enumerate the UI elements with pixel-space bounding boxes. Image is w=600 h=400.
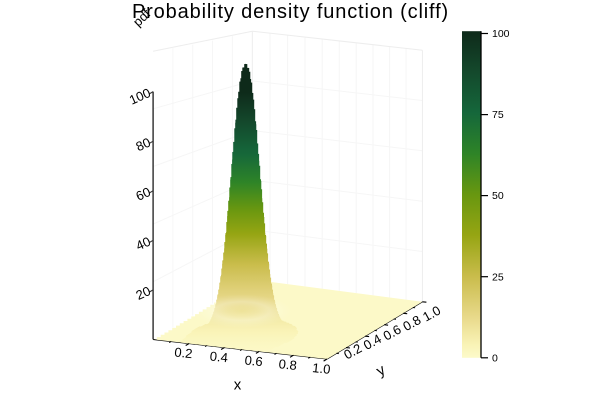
svg-text:0: 0 xyxy=(492,352,498,364)
svg-text:0.2: 0.2 xyxy=(174,344,194,361)
svg-text:x: x xyxy=(234,377,242,394)
svg-text:60: 60 xyxy=(134,184,153,204)
svg-text:0.8: 0.8 xyxy=(278,356,298,373)
svg-text:40: 40 xyxy=(134,234,153,254)
svg-text:Probability density function (: Probability density function (cliff) xyxy=(132,1,449,23)
svg-text:0.4: 0.4 xyxy=(209,348,229,365)
svg-text:20: 20 xyxy=(134,283,153,303)
svg-text:25: 25 xyxy=(492,271,504,283)
svg-text:100: 100 xyxy=(492,28,510,40)
svg-text:80: 80 xyxy=(134,135,153,155)
svg-text:50: 50 xyxy=(492,190,504,202)
svg-text:75: 75 xyxy=(492,109,504,121)
svg-text:1.0: 1.0 xyxy=(312,360,332,377)
svg-text:0.6: 0.6 xyxy=(244,352,264,369)
